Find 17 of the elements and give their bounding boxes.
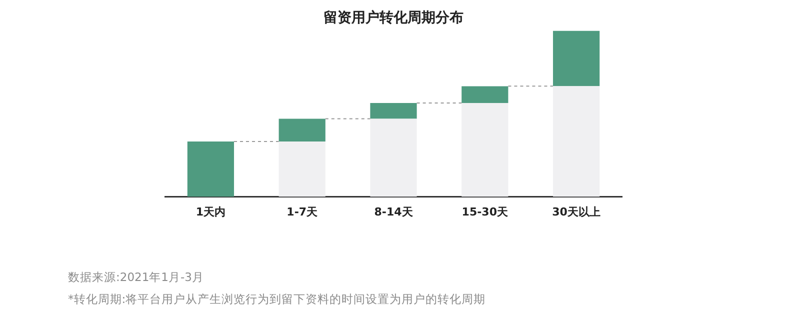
bar [278, 142, 326, 197]
bar [187, 142, 234, 197]
bar [370, 118, 417, 197]
bar [278, 118, 326, 142]
chart-title: 留资用户转化周期分布 [324, 9, 464, 26]
bar [370, 103, 417, 119]
x-tick-label: 1-7天 [286, 205, 319, 218]
x-tick-label: 15-30天 [462, 205, 509, 218]
text: *转化周期:将平台用户从产生浏览行为到留下资料的时间设置为用户的转化周期 [68, 291, 486, 308]
x-tick-label: 8-14天 [374, 205, 414, 218]
source-note: 数据来源:2021年1月-3月 [68, 269, 205, 286]
bar [462, 103, 508, 197]
x-tick-label: 30天以上 [552, 205, 600, 218]
bar [552, 86, 600, 197]
x-tick-label: 1天内 [196, 205, 226, 218]
bar [552, 30, 600, 86]
bar [462, 86, 508, 104]
